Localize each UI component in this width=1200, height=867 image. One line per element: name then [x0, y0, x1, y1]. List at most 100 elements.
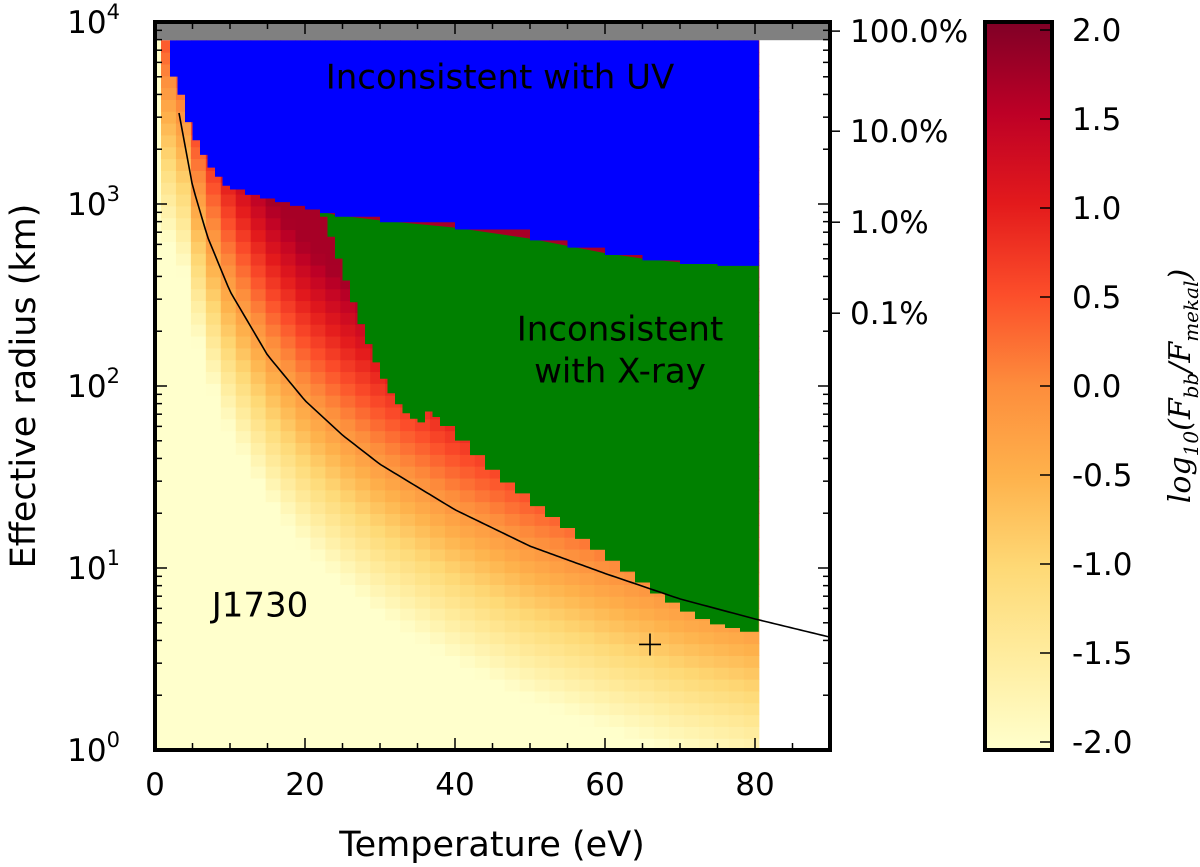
xray-region-label: Inconsistent	[517, 310, 724, 350]
heatmap-cell	[340, 655, 356, 668]
heatmap-cell	[250, 241, 267, 254]
heatmap-cell	[385, 525, 401, 538]
heatmap-cell	[190, 548, 207, 562]
heatmap-cell	[429, 655, 446, 668]
heatmap-cell	[190, 513, 207, 526]
heatmap-cell	[669, 738, 685, 750]
heatmap-cell	[250, 395, 267, 408]
heatmap-cell	[205, 726, 222, 739]
heatmap-cell	[698, 679, 715, 692]
heatmap-cell	[474, 548, 491, 562]
heatmap-cell	[415, 572, 431, 585]
heatmap-cell	[310, 442, 326, 455]
heatmap-cell	[280, 714, 297, 727]
heatmap-cell	[684, 679, 700, 692]
heatmap-cell	[250, 525, 267, 538]
heatmap-cell	[355, 667, 371, 680]
heatmap-cell	[280, 631, 297, 645]
heatmap-cell	[310, 537, 326, 550]
heatmap-cell	[295, 572, 312, 585]
heatmap-cell	[609, 726, 625, 739]
heatmap-cell	[429, 477, 446, 491]
heatmap-cell	[459, 466, 476, 479]
heatmap-cell	[639, 679, 655, 692]
heatmap-cell	[310, 264, 326, 278]
heatmap-cell	[205, 182, 222, 195]
heatmap-cell	[310, 655, 326, 668]
heatmap-cell	[385, 584, 401, 597]
heatmap-cell	[594, 726, 610, 739]
heatmap-cell	[265, 253, 282, 266]
heatmap-cell	[280, 619, 297, 633]
heatmap-cell	[549, 619, 566, 633]
heatmap-cell	[549, 584, 566, 597]
heatmap-cell	[250, 253, 267, 266]
heatmap-cell	[669, 726, 685, 739]
heatmap-cell	[175, 560, 192, 574]
heatmap-cell	[235, 584, 252, 597]
heatmap-cell	[220, 253, 237, 266]
heatmap-cell	[190, 253, 207, 266]
heatmap-cell	[654, 667, 670, 680]
heatmap-cell	[325, 477, 341, 491]
heatmap-cell	[400, 584, 416, 597]
heatmap-cell	[295, 312, 312, 325]
heatmap-cell	[669, 619, 685, 633]
heatmap-cell	[355, 690, 371, 704]
heatmap-cell	[310, 324, 326, 337]
heatmap-cell	[385, 430, 401, 444]
heatmap-cell	[489, 608, 506, 621]
heatmap-cell	[161, 335, 177, 349]
heatmap-cell	[355, 631, 371, 645]
heatmap-cell	[489, 714, 506, 727]
heatmap-cell	[459, 690, 476, 704]
heatmap-cell	[444, 596, 461, 609]
heatmap-cell	[280, 655, 297, 668]
heatmap-cell	[444, 466, 461, 479]
heatmap-cell	[161, 383, 177, 396]
heatmap-cell	[250, 501, 267, 514]
heatmap-cell	[385, 548, 401, 562]
heatmap-cell	[385, 702, 401, 716]
heatmap-cell	[295, 288, 312, 302]
heatmap-cell	[594, 702, 610, 716]
heatmap-cell	[265, 430, 282, 444]
heatmap-cell	[549, 537, 566, 550]
heatmap-cell	[340, 513, 356, 526]
heatmap-cell	[220, 738, 237, 750]
heatmap-cell	[340, 596, 356, 609]
heatmap-cell	[220, 489, 237, 503]
heatmap-cell	[250, 560, 267, 574]
heatmap-cell	[250, 335, 267, 349]
heatmap-cell	[235, 418, 252, 432]
heatmap-cell	[669, 643, 685, 656]
heatmap-cell	[340, 738, 356, 750]
heatmap-cell	[429, 584, 446, 597]
colorbar-tick-label: -0.5	[1072, 458, 1133, 494]
heatmap-cell	[190, 560, 207, 574]
heatmap-cell	[474, 655, 491, 668]
heatmap-cell	[220, 442, 237, 455]
heatmap-cell	[295, 359, 312, 373]
heatmap-cell	[280, 241, 297, 254]
heatmap-cell	[295, 560, 312, 574]
heatmap-cell	[220, 406, 237, 420]
heatmap-cell	[459, 619, 476, 633]
heatmap-cell	[594, 572, 610, 585]
heatmap-cell	[175, 324, 192, 337]
heatmap-cell	[340, 335, 356, 349]
heatmap-cell	[355, 371, 371, 384]
heatmap-cell	[340, 324, 356, 337]
heatmap-cell	[519, 513, 536, 526]
heatmap-cell	[310, 347, 326, 361]
heatmap-cell	[310, 418, 326, 432]
heatmap-cell	[265, 560, 282, 574]
heatmap-cell	[385, 679, 401, 692]
heatmap-cell	[310, 383, 326, 396]
heatmap-cell	[519, 655, 536, 668]
heatmap-cell	[474, 643, 491, 656]
uv-exclusion-region	[170, 40, 759, 266]
heatmap-cell	[370, 525, 386, 538]
heatmap-cell	[609, 690, 625, 704]
heatmap-cell	[250, 548, 267, 562]
